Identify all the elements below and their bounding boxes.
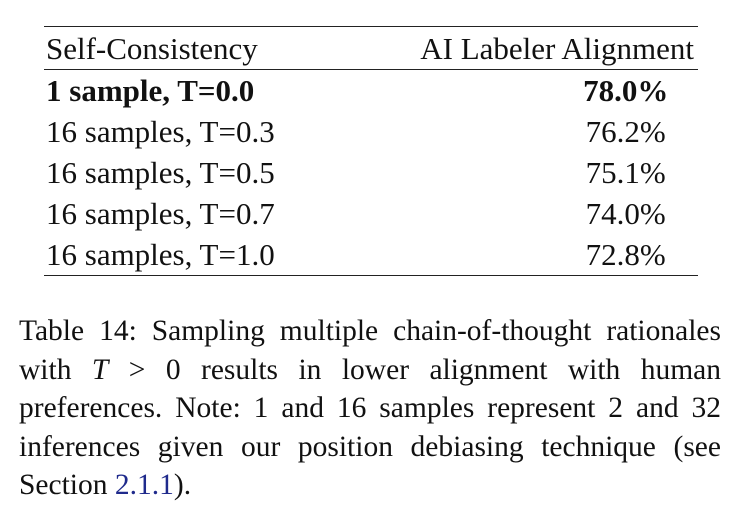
table-body: 1 sample, T=0.0 78.0% 16 samples, T=0.3 76.…: [44, 70, 698, 276]
caption-zero: 0: [165, 353, 181, 386]
table-row: 16 samples, T=0.5 75.1%: [44, 152, 698, 193]
caption-text-middle: results in lower alignment with human pr…: [19, 353, 722, 502]
caption-text-before: Table 14: Sampling multiple chain-of-tho…: [19, 315, 721, 386]
cell-alignment: 76.2%: [585, 114, 666, 149]
results-table-container: Self-Consistency AI Labeler Alignment 1 …: [44, 26, 698, 276]
cell-alignment: 74.0%: [585, 196, 666, 231]
cell-alignment: 75.1%: [585, 155, 666, 190]
cell-alignment: 78.0%: [583, 73, 669, 108]
table-row: 16 samples, T=1.0 72.8%: [44, 234, 698, 276]
results-table: Self-Consistency AI Labeler Alignment 1 …: [44, 26, 698, 276]
header-ai-labeler-alignment: AI Labeler Alignment: [420, 30, 694, 66]
caption-text-after: ).: [173, 469, 192, 501]
cell-self-consistency: 1 sample, T=0.0: [46, 73, 255, 108]
caption-operator: >: [128, 353, 146, 386]
cell-alignment: 72.8%: [585, 237, 666, 272]
table-row: 16 samples, T=0.7 74.0%: [44, 193, 698, 234]
section-reference-link[interactable]: 2.1.1: [114, 469, 174, 501]
cell-self-consistency: 16 samples, T=1.0: [46, 237, 275, 272]
cell-self-consistency: 16 samples, T=0.3: [46, 114, 275, 149]
cell-self-consistency: 16 samples, T=0.5: [46, 155, 275, 190]
caption-variable-t: T: [91, 353, 109, 386]
table-row: 1 sample, T=0.0 78.0%: [44, 70, 698, 112]
table-header-row: Self-Consistency AI Labeler Alignment: [44, 26, 698, 70]
header-self-consistency: Self-Consistency: [46, 30, 258, 66]
table-caption: Table 14: Sampling multiple chain-of-tho…: [19, 312, 721, 505]
table-row: 16 samples, T=0.3 76.2%: [44, 111, 698, 152]
cell-self-consistency: 16 samples, T=0.7: [46, 196, 275, 231]
